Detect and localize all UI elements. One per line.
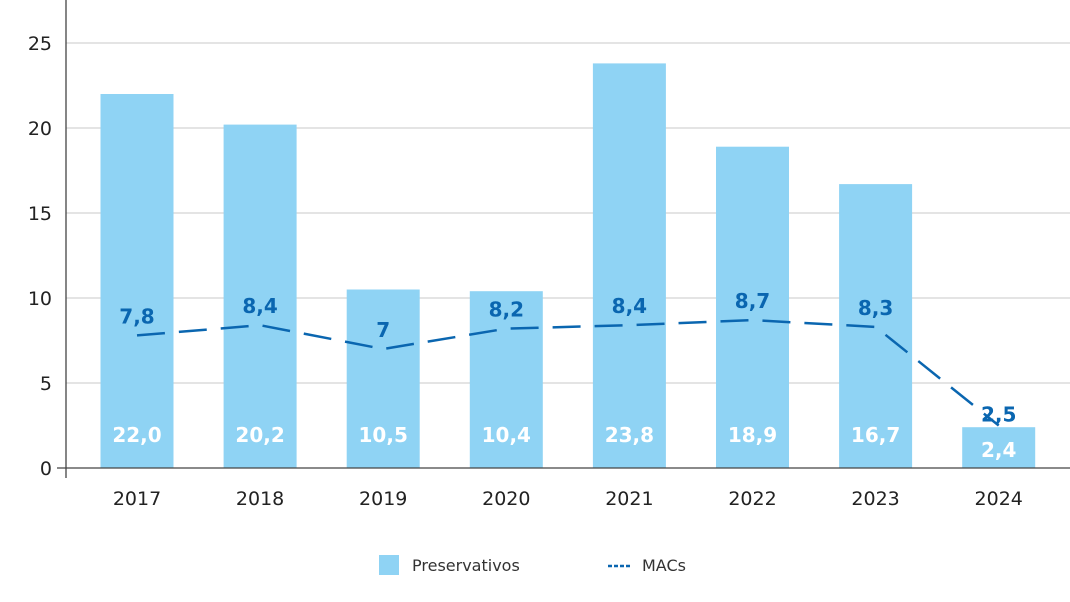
bar-value-label: 20,2 bbox=[235, 423, 284, 447]
bar-value-label: 16,7 bbox=[851, 423, 900, 447]
bar-series-preservativos bbox=[100, 63, 1036, 469]
x-tick-label: 2019 bbox=[359, 488, 407, 510]
bar-value-label: 23,8 bbox=[605, 423, 654, 447]
legend: Preservativos MACs bbox=[379, 555, 686, 575]
line-value-label: 8,7 bbox=[735, 289, 770, 313]
bar bbox=[469, 291, 543, 468]
legend-label-macs: MACs bbox=[642, 556, 686, 575]
y-tick-label: 5 bbox=[40, 373, 52, 395]
y-tick-label: 10 bbox=[28, 288, 52, 310]
bar bbox=[962, 427, 1036, 468]
bar bbox=[223, 124, 297, 468]
line-value-label: 7 bbox=[376, 318, 390, 342]
gridlines bbox=[66, 42, 1070, 384]
bar bbox=[592, 63, 666, 469]
x-tick-label: 2017 bbox=[113, 488, 161, 510]
axes: 0 5 10 15 20 25 2017 2018 2019 2020 2021 2022 2023 20… bbox=[28, 0, 1070, 510]
line-series-macs bbox=[136, 318, 1000, 427]
legend-swatch-preservativos bbox=[379, 555, 399, 575]
macs-line bbox=[136, 318, 1000, 427]
x-tick-label: 2018 bbox=[236, 488, 284, 510]
bar-value-label: 22,0 bbox=[112, 423, 161, 447]
x-tick-label: 2021 bbox=[605, 488, 653, 510]
data-labels: 22,0 20,2 10,5 10,4 23,8 18,9 16,7 2,4 7,8 8,4 7 8,… bbox=[112, 289, 1016, 462]
y-tick-label: 0 bbox=[40, 458, 52, 480]
bar-value-label: 10,5 bbox=[359, 423, 408, 447]
line-value-label: 8,4 bbox=[612, 294, 647, 318]
y-tick-label: 20 bbox=[28, 118, 52, 140]
bar bbox=[100, 94, 174, 468]
x-tick-label: 2020 bbox=[482, 488, 530, 510]
legend-label-preservativos: Preservativos bbox=[412, 556, 520, 575]
x-tick-label: 2023 bbox=[851, 488, 899, 510]
bar-value-label: 2,4 bbox=[981, 438, 1016, 462]
x-tick-label: 2024 bbox=[975, 488, 1023, 510]
y-tick-label: 25 bbox=[28, 33, 52, 55]
y-tick-label: 15 bbox=[28, 203, 52, 225]
bar bbox=[716, 146, 789, 468]
bar bbox=[346, 289, 420, 468]
x-tick-label: 2022 bbox=[728, 488, 776, 510]
line-value-label: 8,2 bbox=[489, 298, 524, 322]
line-value-label: 2,5 bbox=[981, 403, 1016, 427]
line-value-label: 8,3 bbox=[858, 296, 893, 320]
bar-value-label: 18,9 bbox=[728, 423, 777, 447]
line-value-label: 8,4 bbox=[242, 294, 277, 318]
line-value-label: 7,8 bbox=[119, 304, 154, 328]
bar-value-label: 10,4 bbox=[482, 423, 531, 447]
